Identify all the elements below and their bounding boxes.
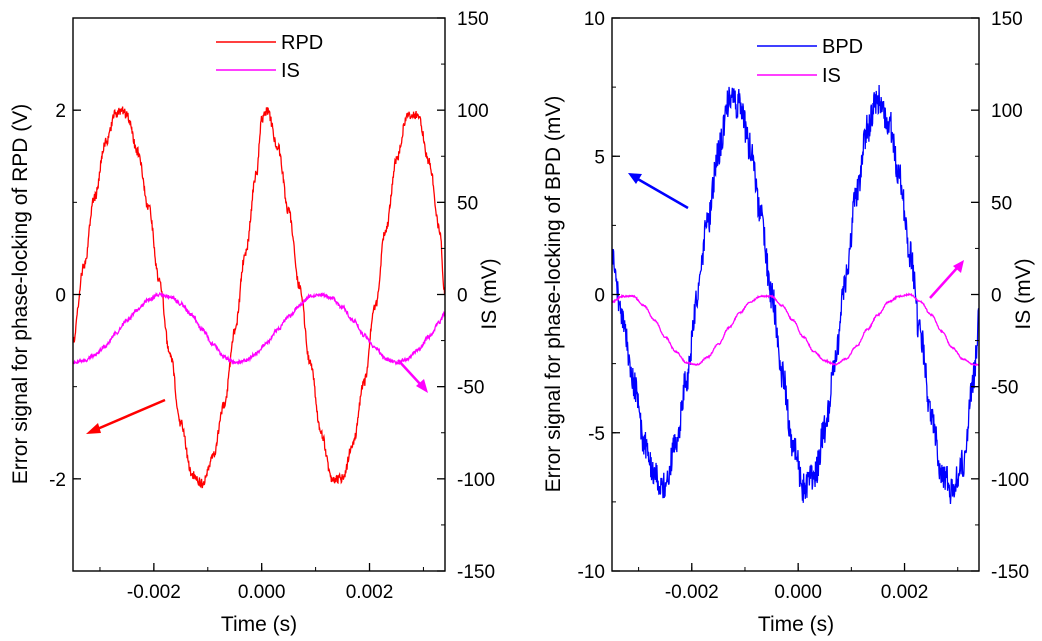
rpd-x-axis-label: Time (s) xyxy=(221,613,297,636)
legend-label-bpd: BPD xyxy=(822,36,863,58)
bpd-y-axis-label-left: Error signal for phase-locking of BPD (m… xyxy=(542,96,565,493)
arrow-is-to-right-axis xyxy=(397,359,422,386)
y-left-tick-label: -10 xyxy=(578,562,605,583)
rpd-y-axis-label-right: IS (mV) xyxy=(478,258,501,329)
bpd-series-layer xyxy=(612,84,979,504)
y-right-tick-label: -50 xyxy=(457,378,484,399)
legend-label-is: IS xyxy=(822,65,841,87)
arrow-rpd-to-left-axis xyxy=(94,398,166,432)
y-left-tick-label: -5 xyxy=(588,424,605,445)
y-right-tick-label: 0 xyxy=(991,286,1002,307)
bpd-legend: BPD IS xyxy=(757,36,863,87)
legend-label-rpd: RPD xyxy=(281,32,323,54)
y-right-tick-label: -150 xyxy=(457,562,495,583)
arrow-is-to-right-axis xyxy=(929,267,958,299)
bpd-plot-frame xyxy=(611,17,980,572)
bpd-x-axis-label: Time (s) xyxy=(758,613,834,636)
y-left-tick-label: 2 xyxy=(55,101,66,122)
rpd-plot-frame xyxy=(72,17,446,572)
chart-rpd: -0.002 0.000 0.002 -2 0 2 -150 -100 -50 0 50 100 150… xyxy=(9,9,501,636)
x-tick-label: 0.002 xyxy=(346,582,394,603)
y-left-tick-label: 0 xyxy=(55,286,66,307)
series-line-bpd xyxy=(612,84,979,504)
chart-bpd: -0.002 0.000 0.002-10-50510-150-100-500501… xyxy=(542,9,1035,636)
x-tick-label: 0.000 xyxy=(238,582,286,603)
y-right-tick-label: 150 xyxy=(991,9,1023,30)
arrow-is-to-right-axis-head xyxy=(416,379,428,393)
rpd-legend: RPD IS xyxy=(216,32,323,82)
series-line-is xyxy=(612,292,979,367)
x-tick-label: 0.002 xyxy=(881,582,929,603)
y-right-tick-label: 150 xyxy=(457,9,489,30)
rpd-ticks: -0.002 0.000 0.002 -2 0 2 -150 -100 -50 0 50 100 150 xyxy=(49,9,495,603)
arrow-rpd-to-left-axis-head xyxy=(86,423,101,434)
y-right-tick-label: -100 xyxy=(991,470,1029,491)
x-tick-label: -0.002 xyxy=(127,582,181,603)
rpd-series-layer xyxy=(73,106,445,489)
legend-label-is: IS xyxy=(281,60,300,82)
series-line-rpd xyxy=(73,106,445,489)
arrow-bpd-to-left-axis-head xyxy=(628,173,642,184)
bpd-annotation-arrows xyxy=(628,173,964,299)
y-left-tick-label: 0 xyxy=(594,286,605,307)
series-line-is xyxy=(73,291,445,366)
x-tick-label: -0.002 xyxy=(665,582,719,603)
rpd-y-axis-label-left: Error signal for phase-locking of RPD (V… xyxy=(9,104,32,484)
y-right-tick-label: 50 xyxy=(457,193,478,214)
y-left-tick-label: -2 xyxy=(49,470,66,491)
y-right-tick-label: -50 xyxy=(991,378,1018,399)
y-right-tick-label: -150 xyxy=(991,562,1029,583)
y-right-tick-label: 50 xyxy=(991,193,1012,214)
rpd-series-lines xyxy=(73,106,445,489)
y-left-tick-label: 10 xyxy=(584,9,605,30)
y-right-tick-label: 100 xyxy=(991,101,1023,122)
y-right-tick-label: -100 xyxy=(457,470,495,491)
bpd-ticks: -0.002 0.000 0.002-10-50510-150-100-500501… xyxy=(578,9,1030,603)
x-tick-label: 0.000 xyxy=(774,582,822,603)
arrow-bpd-to-left-axis xyxy=(635,176,689,210)
arrow-is-to-right-axis-head xyxy=(953,260,964,273)
y-right-tick-label: 100 xyxy=(457,101,489,122)
bpd-series-lines xyxy=(612,84,979,504)
y-right-tick-label: 0 xyxy=(457,286,468,307)
bpd-y-axis-label-right: IS (mV) xyxy=(1012,258,1035,329)
y-left-tick-label: 5 xyxy=(594,147,605,168)
rpd-annotation-arrows xyxy=(86,359,428,434)
